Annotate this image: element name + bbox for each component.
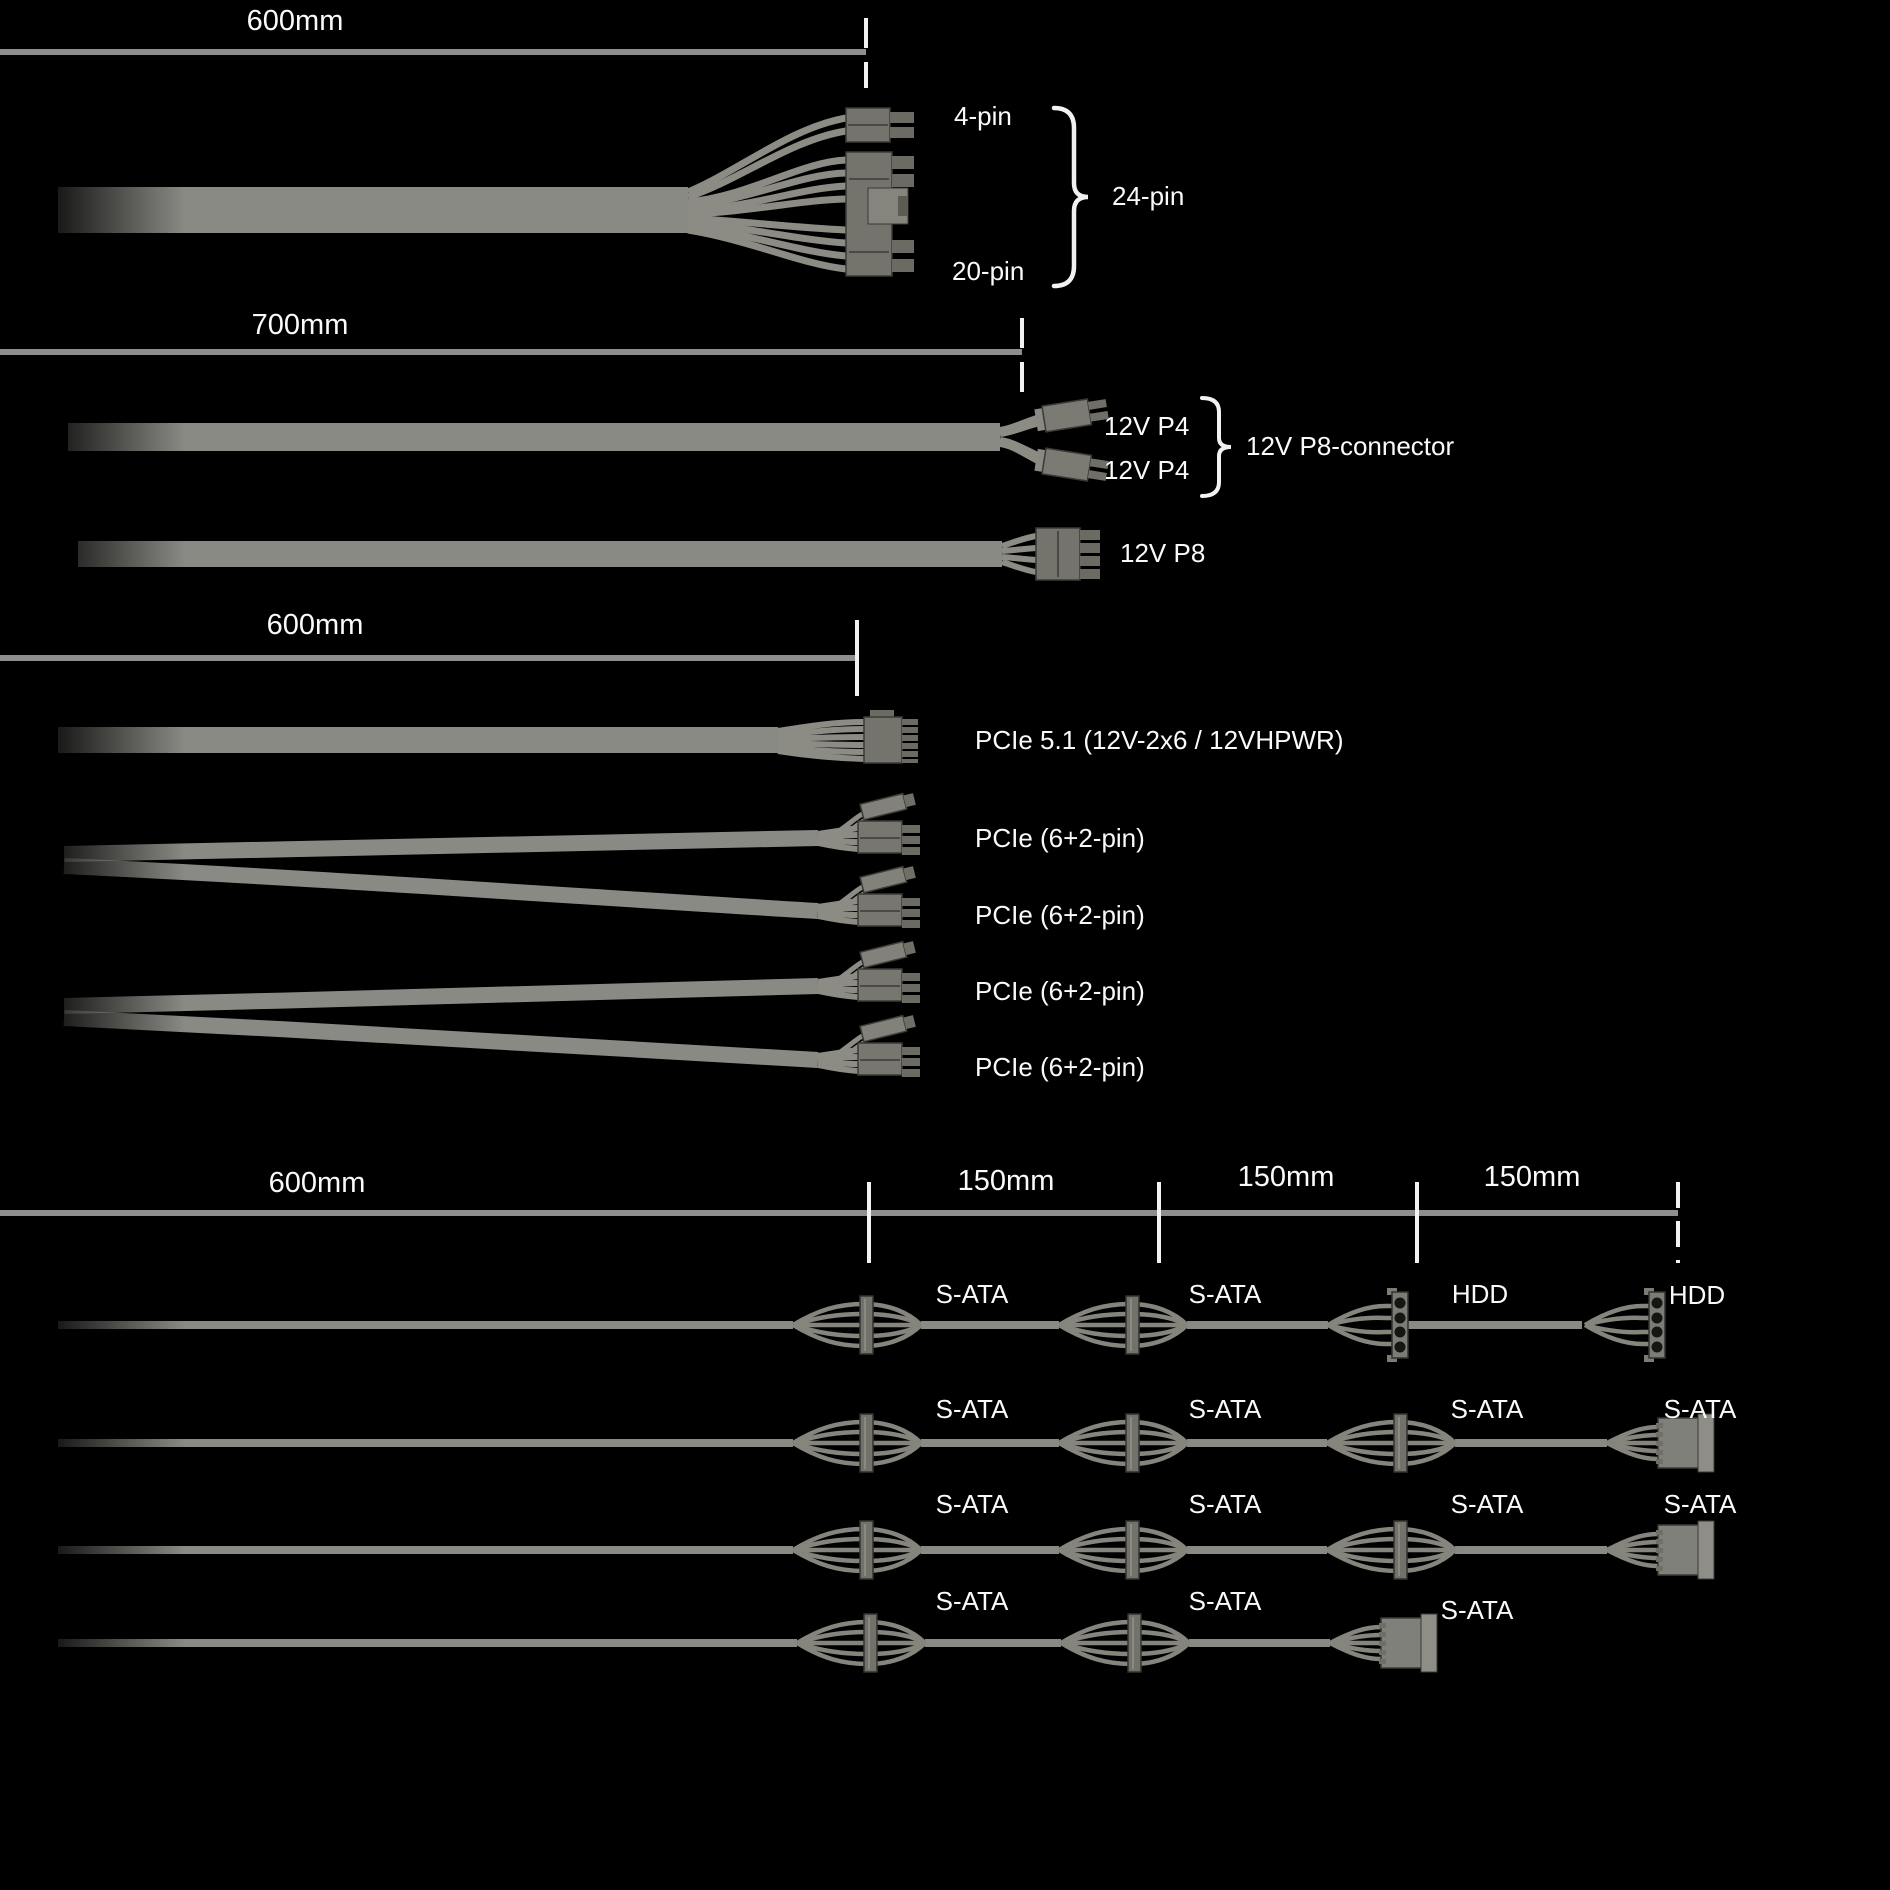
pcie-62-cables <box>63 791 920 1077</box>
cpu-p4-connector-bottom <box>1034 447 1109 482</box>
pcie-62-connector-2 <box>818 864 920 928</box>
peripheral-length-seg3: 150mm <box>1483 1161 1581 1193</box>
cpu-p4b-label: 12V P4 <box>1104 455 1190 485</box>
peripheral-length-seg1: 150mm <box>957 1165 1055 1197</box>
cpu-p8-cable <box>78 527 1100 581</box>
sata-connector <box>1061 1614 1189 1672</box>
sata-connector <box>1059 1521 1187 1579</box>
row2-connector-label: S-ATA <box>935 1394 1009 1424</box>
cpu-p4a-label: 12V P4 <box>1104 411 1190 441</box>
pcie-62-label-2: PCIe (6+2-pin) <box>975 900 1145 930</box>
peripheral-length-seg2: 150mm <box>1237 1161 1335 1193</box>
cpu-p8-label: 12V P8 <box>1120 538 1206 568</box>
pcie-62-connector-3 <box>818 939 920 1003</box>
row4-connector-label: S-ATA <box>935 1586 1009 1616</box>
sata-connector <box>1059 1296 1187 1354</box>
hdd-connector <box>1328 1288 1408 1362</box>
pcie-62-connector-1 <box>818 791 920 855</box>
pcie-measurement <box>0 620 859 696</box>
sata-connector <box>793 1414 921 1472</box>
sata-end-connector <box>1607 1521 1714 1579</box>
sata-connector <box>1327 1414 1455 1472</box>
atx-24pin-connector <box>845 151 914 277</box>
cpu-p8-connector <box>1035 527 1100 581</box>
row4-connector-label: S-ATA <box>1188 1586 1262 1616</box>
row3-connector-label: S-ATA <box>1188 1489 1262 1519</box>
pcie-62-label-4: PCIe (6+2-pin) <box>975 1052 1145 1082</box>
peripheral-cable-3 <box>58 1521 1714 1579</box>
pcie-gen5-label: PCIe 5.1 (12V-2x6 / 12VHPWR) <box>975 725 1344 755</box>
atx-4pin-label: 4-pin <box>954 101 1012 131</box>
peripheral-cable-4 <box>58 1614 1437 1672</box>
row2-connector-label: S-ATA <box>1663 1394 1737 1424</box>
atx-length-label: 600mm <box>246 5 344 37</box>
brace-24pin <box>1051 105 1089 289</box>
peripheral-cable-1 <box>58 1288 1665 1362</box>
peripheral-cable-2 <box>58 1414 1714 1472</box>
atx-cable <box>58 107 914 277</box>
atx-measurement <box>0 18 868 88</box>
atx-20pin-label: 20-pin <box>952 256 1025 286</box>
row1-connector-label: S-ATA <box>1188 1279 1262 1309</box>
atx-24pin-label: 24-pin <box>1112 181 1185 211</box>
cpu-length-label: 700mm <box>251 309 349 341</box>
pcie-gen5-connector <box>863 710 918 764</box>
sata-end-connector <box>1330 1614 1437 1672</box>
peripheral-length-main: 600mm <box>268 1167 366 1199</box>
pcie-62-connector-4 <box>818 1013 920 1077</box>
row1-connector-label: HDD <box>1451 1279 1509 1309</box>
row1-connector-label: HDD <box>1668 1280 1726 1310</box>
atx-4pin-connector <box>845 107 914 143</box>
hdd-connector <box>1585 1288 1665 1362</box>
cpu-measurement <box>0 318 1024 392</box>
pcie-gen5-cable <box>58 710 918 764</box>
sata-connector <box>793 1296 921 1354</box>
sata-connector <box>797 1614 925 1672</box>
row3-connector-label: S-ATA <box>935 1489 1009 1519</box>
brace-p8 <box>1200 396 1232 498</box>
row1-connector-label: S-ATA <box>935 1279 1009 1309</box>
cpu-p8-group-label: 12V P8-connector <box>1246 431 1455 461</box>
cpu-p4-connector-top <box>1034 398 1109 433</box>
sata-connector <box>1059 1414 1187 1472</box>
row3-connector-label: S-ATA <box>1663 1489 1737 1519</box>
pcie-62-label-3: PCIe (6+2-pin) <box>975 976 1145 1006</box>
row2-connector-label: S-ATA <box>1188 1394 1262 1424</box>
cpu-p4-split-cable <box>68 398 1109 482</box>
row4-connector-label: S-ATA <box>1440 1595 1514 1625</box>
pcie-length-label: 600mm <box>266 609 364 641</box>
pcie-62-label-1: PCIe (6+2-pin) <box>975 823 1145 853</box>
row2-connector-label: S-ATA <box>1450 1394 1524 1424</box>
sata-connector <box>1327 1521 1455 1579</box>
row3-connector-label: S-ATA <box>1450 1489 1524 1519</box>
peripheral-measurement <box>0 1182 1680 1263</box>
sata-connector <box>793 1521 921 1579</box>
